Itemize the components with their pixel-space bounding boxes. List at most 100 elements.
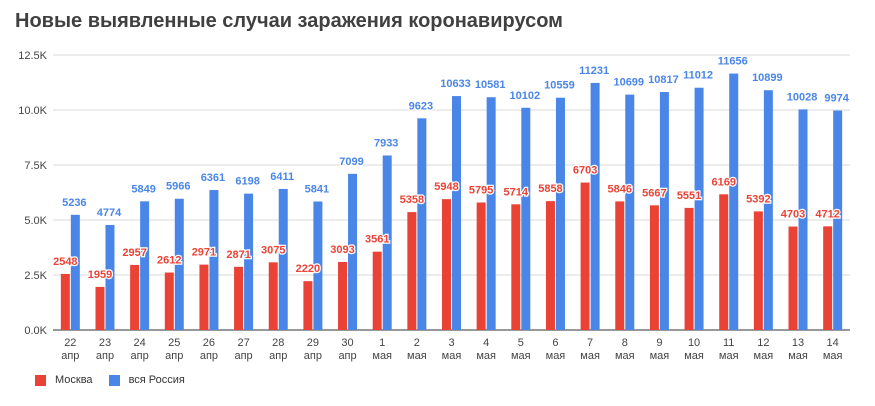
data-label-moscow: 2971 (192, 247, 216, 259)
bar-russia (590, 82, 600, 330)
data-label-russia: 6361 (201, 172, 225, 184)
bar-moscow (372, 251, 382, 330)
x-tick-label-day: 24 (134, 337, 146, 349)
x-tick-label-day: 30 (341, 337, 353, 349)
bar-moscow (649, 205, 659, 330)
data-label-moscow: 5846 (608, 183, 632, 195)
bar-moscow (545, 201, 555, 330)
bar-moscow (234, 266, 244, 330)
bar-russia (763, 90, 773, 330)
x-tick-label-month: мая (754, 350, 774, 362)
bar-moscow (615, 201, 625, 330)
data-label-moscow: 3075 (261, 244, 285, 256)
bar-russia (105, 224, 115, 330)
legend-swatch-moscow (35, 374, 46, 386)
data-label-russia: 6198 (235, 176, 259, 188)
bar-russia (833, 110, 843, 331)
bar-moscow (719, 194, 729, 330)
bar-moscow (580, 182, 590, 330)
x-tick-label-month: мая (788, 350, 808, 362)
x-tick-label-day: 10 (688, 337, 700, 349)
x-tick-label-day: 23 (99, 337, 111, 349)
x-tick-label-day: 11 (723, 337, 734, 349)
y-tick-label: 10.0K (18, 105, 47, 117)
bar-moscow (442, 199, 451, 330)
bar-moscow (95, 286, 105, 330)
bar-russia (521, 107, 531, 330)
x-tick-label-month: апр (165, 350, 183, 362)
bar-russia (417, 118, 427, 330)
x-tick-label-month: апр (234, 350, 252, 362)
x-tick-label-day: 22 (64, 337, 76, 349)
bar-moscow (338, 261, 348, 330)
data-label-moscow: 4703 (781, 209, 805, 221)
bar-moscow (753, 211, 763, 330)
x-tick-label-month: апр (304, 350, 322, 362)
data-label-russia: 10817 (648, 74, 679, 86)
bar-russia (244, 193, 254, 330)
x-tick-label-month: мая (650, 350, 670, 362)
bar-moscow (407, 212, 417, 330)
bar-russia (625, 94, 635, 330)
data-label-moscow: 2957 (122, 247, 146, 259)
x-tick-label-month: мая (615, 350, 635, 362)
bar-russia (486, 97, 496, 330)
data-label-russia: 10028 (787, 91, 818, 103)
data-label-russia: 11231 (579, 65, 609, 77)
x-tick-label-month: апр (96, 350, 114, 362)
legend-item-moscow: Москва (35, 374, 93, 386)
data-label-moscow: 2871 (226, 249, 250, 261)
bar-russia (174, 198, 184, 330)
x-tick-label-day: 13 (792, 337, 804, 349)
data-label-moscow: 5948 (434, 181, 458, 193)
bar-russia (313, 201, 323, 330)
legend-label-russia: вся Россия (128, 374, 185, 386)
bar-moscow (60, 273, 70, 330)
data-label-russia: 5966 (166, 181, 190, 193)
x-tick-label-month: мая (719, 350, 739, 362)
bar-moscow (476, 202, 486, 330)
x-tick-label-day: 1 (379, 337, 385, 349)
x-tick-label-day: 2 (414, 337, 420, 349)
data-label-russia: 10581 (475, 79, 506, 91)
bar-russia (348, 173, 358, 330)
data-label-russia: 10633 (440, 78, 471, 90)
data-label-russia: 5236 (62, 197, 86, 209)
bar-russia (555, 97, 565, 331)
data-label-moscow: 3093 (330, 244, 354, 256)
data-label-russia: 10102 (510, 90, 541, 102)
data-label-moscow: 6703 (573, 165, 597, 177)
data-label-moscow: 5714 (504, 186, 529, 198)
data-label-moscow: 5358 (400, 194, 424, 206)
legend-item-russia: вся Россия (108, 374, 185, 386)
bar-russia (209, 190, 219, 330)
data-label-moscow: 5795 (469, 185, 493, 197)
y-tick-label: 0.0K (24, 325, 47, 337)
y-tick-label: 12.5K (18, 50, 47, 62)
x-tick-label-month: апр (200, 350, 218, 362)
data-label-moscow: 2612 (157, 255, 181, 267)
bar-moscow (823, 226, 833, 330)
bar-russia (140, 201, 150, 330)
y-tick-label: 5.0K (24, 215, 47, 227)
data-label-russia: 6411 (270, 171, 294, 183)
x-tick-label-day: 12 (757, 337, 769, 349)
y-tick-label: 2.5K (24, 270, 47, 282)
x-tick-label-day: 4 (483, 337, 489, 349)
data-label-moscow: 2220 (296, 263, 320, 275)
bar-russia (659, 92, 669, 330)
x-tick-label-month: мая (372, 350, 392, 362)
bar-russia (382, 155, 392, 330)
x-tick-label-day: 29 (307, 337, 319, 349)
x-tick-label-day: 26 (203, 337, 215, 349)
data-label-moscow: 6169 (711, 176, 735, 188)
data-label-moscow: 1959 (88, 269, 112, 281)
data-label-russia: 10699 (613, 77, 644, 89)
bar-russia (452, 96, 461, 330)
x-tick-label-day: 28 (272, 337, 284, 349)
x-tick-label-month: апр (131, 350, 149, 362)
data-label-russia: 7099 (339, 156, 363, 168)
data-label-russia: 11656 (718, 56, 748, 68)
data-label-moscow: 4712 (815, 208, 839, 220)
x-tick-label-day: 7 (587, 337, 593, 349)
